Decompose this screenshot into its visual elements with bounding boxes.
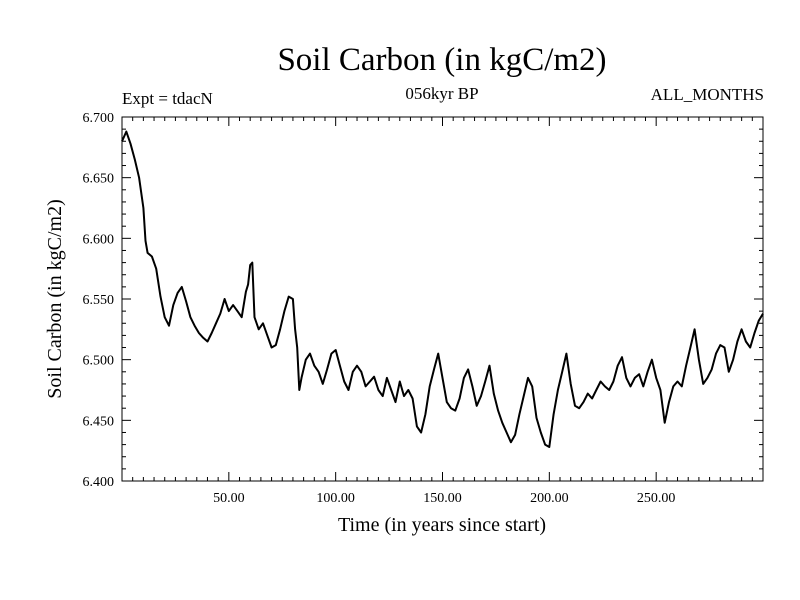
- y-tick-label: 6.650: [83, 172, 115, 187]
- y-tick-label: 6.600: [83, 232, 115, 247]
- y-tick-label: 6.500: [83, 354, 115, 369]
- x-tick-label: 200.00: [530, 491, 569, 506]
- y-tick-label: 6.550: [83, 293, 115, 308]
- y-axis-label: Soil Carbon (in kgC/m2): [44, 199, 66, 398]
- period-subtitle: 056kyr BP: [405, 84, 479, 103]
- y-tick-label: 6.700: [83, 111, 115, 126]
- x-axis-label: Time (in years since start): [338, 514, 546, 536]
- x-tick-label: 250.00: [637, 491, 676, 506]
- plot-frame: [121, 116, 764, 482]
- chart-title: Soil Carbon (in kgC/m2): [277, 42, 607, 78]
- x-tick-label: 50.00: [213, 491, 245, 506]
- y-tick-label: 6.450: [83, 414, 115, 429]
- y-tick-label: 6.400: [83, 475, 115, 490]
- experiment-label: Expt = tdacN: [122, 89, 213, 108]
- months-label: ALL_MONTHS: [650, 85, 764, 104]
- series-line-soil-carbon: [121, 130, 764, 448]
- x-tick-label: 100.00: [316, 491, 355, 506]
- y-tick-labels: 6.400 6.450 6.500 6.550 6.600 6.650 6.700: [83, 111, 115, 490]
- major-ticks: [122, 116, 763, 482]
- x-tick-labels: 50.00 100.00 150.00 200.00 250.00: [213, 491, 675, 506]
- minor-ticks: [122, 117, 763, 481]
- x-tick-label: 150.00: [423, 491, 462, 506]
